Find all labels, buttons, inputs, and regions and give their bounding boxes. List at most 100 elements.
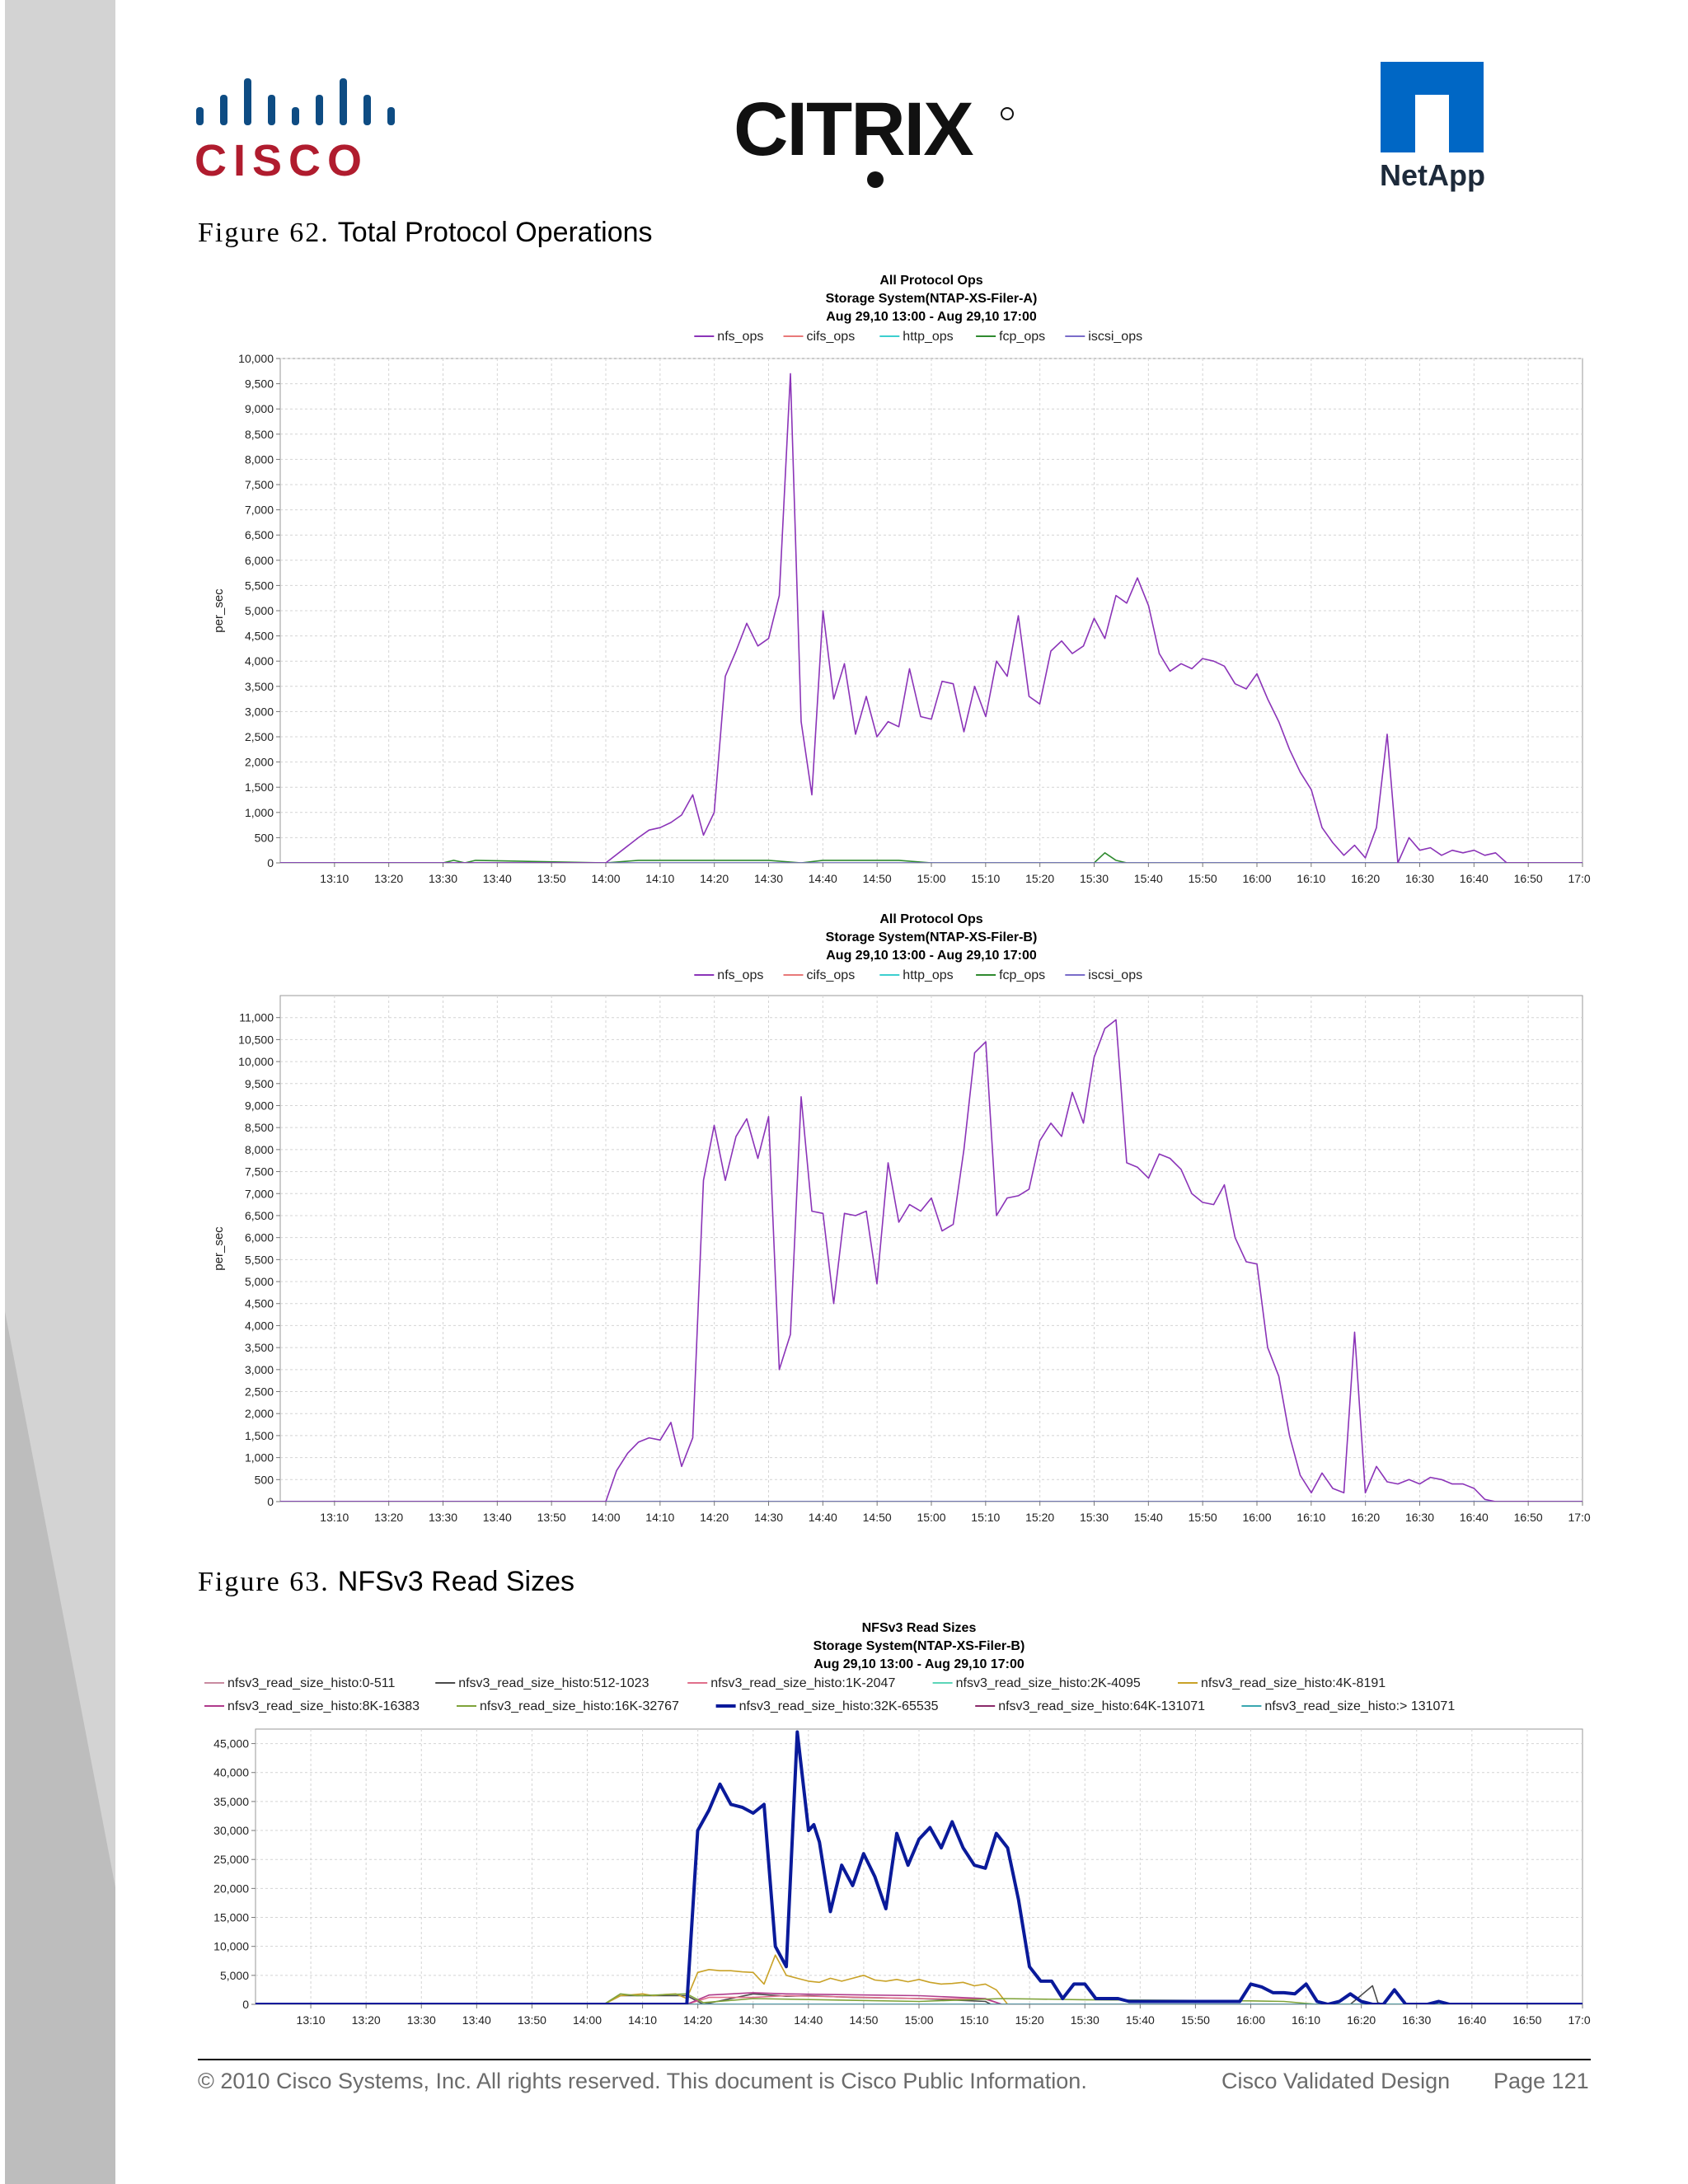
x-tick-label: 15:40 (1134, 1511, 1163, 1524)
x-tick-label: 16:10 (1292, 2013, 1320, 2027)
x-tick-label: 13:10 (297, 2013, 326, 2027)
y-tick-label: 20,000 (213, 1882, 249, 1895)
x-tick-label: 13:30 (407, 2013, 436, 2027)
legend-label-nfsv3-read-size-histo-0-511: nfsv3_read_size_histo:0-511 (227, 1676, 395, 1690)
y-tick-label: 1,000 (245, 1451, 274, 1465)
figure-63-caption: Figure 63. NFSv3 Read Sizes (198, 1566, 574, 1598)
chart-subtitle: Storage System(NTAP-XS-Filer-A) (826, 292, 1038, 306)
x-tick-label: 14:50 (863, 1511, 892, 1524)
x-tick-label: 14:30 (738, 2013, 767, 2027)
x-tick-label: 16:50 (1514, 872, 1543, 885)
y-tick-label: 5,000 (245, 604, 274, 617)
svg-text:CITRIX: CITRIX (734, 87, 973, 171)
x-tick-label: 14:10 (645, 872, 674, 885)
y-tick-label: 2,000 (245, 756, 274, 769)
x-tick-label: 16:00 (1236, 2013, 1265, 2027)
y-tick-label: 10,500 (238, 1033, 274, 1046)
x-tick-label: 14:10 (645, 1511, 674, 1524)
y-tick-label: 40,000 (213, 1766, 249, 1779)
x-tick-label: 16:40 (1460, 1511, 1489, 1524)
y-tick-label: 7,000 (245, 1187, 274, 1200)
legend-label-cifs-ops: cifs_ops (807, 330, 856, 344)
legend-label-nfsv3-read-size-histo-2k-4095: nfsv3_read_size_histo:2K-4095 (956, 1676, 1141, 1690)
x-tick-label: 14:00 (591, 1511, 620, 1524)
y-tick-label: 10,000 (238, 352, 274, 365)
legend-label-iscsi-ops: iscsi_ops (1088, 968, 1142, 982)
y-tick-label: 6,500 (245, 1209, 274, 1222)
y-tick-label: 8,000 (245, 452, 274, 466)
cisco-logo: CISCO (195, 78, 395, 185)
y-tick-label: 35,000 (213, 1795, 249, 1808)
y-tick-label: 7,000 (245, 504, 274, 517)
x-tick-label: 13:10 (320, 872, 349, 885)
svg-text:NetApp: NetApp (1380, 158, 1485, 192)
y-tick-label: 9,500 (245, 377, 274, 391)
citrix-logo: CITRIX (734, 87, 1014, 188)
x-tick-label: 13:50 (518, 2013, 546, 2027)
x-tick-label: 15:00 (917, 872, 945, 885)
x-tick-label: 14:40 (809, 872, 837, 885)
y-tick-label: 1,000 (245, 806, 274, 819)
series-line-nfsv3-read-size-histo-8k-16383 (256, 1992, 1582, 2004)
y-tick-label: 3,000 (245, 1363, 274, 1376)
x-tick-label: 16:20 (1351, 1511, 1380, 1524)
series-line-nfs-ops (280, 1019, 1582, 1502)
x-tick-label: 13:40 (483, 1511, 512, 1524)
y-axis-label: per_sec (212, 588, 226, 633)
x-tick-label: 15:20 (1025, 872, 1054, 885)
y-tick-label: 9,000 (245, 1099, 274, 1112)
x-tick-label: 13:10 (320, 1511, 349, 1524)
x-tick-label: 15:50 (1181, 2013, 1210, 2027)
series-line-nfsv3-read-size-histo-16k-32767 (256, 1993, 1582, 2004)
series-line-nfsv3-read-size-histo-32k-65535 (256, 1730, 1582, 2004)
x-tick-label: 16:20 (1347, 2013, 1376, 2027)
legend-label-http-ops: http_ops (903, 968, 953, 982)
x-tick-label: 16:00 (1242, 1511, 1271, 1524)
x-tick-label: 16:40 (1457, 2013, 1486, 2027)
x-tick-label: 15:20 (1015, 2013, 1044, 2027)
legend-label-nfsv3-read-size-histo-8k-16383: nfsv3_read_size_histo:8K-16383 (227, 1699, 420, 1713)
y-tick-label: 4,500 (245, 1297, 274, 1310)
chart-date-range: Aug 29,10 13:00 - Aug 29,10 17:00 (826, 949, 1037, 963)
x-tick-label: 14:30 (754, 872, 783, 885)
y-tick-label: 0 (267, 856, 274, 869)
x-tick-label: 14:50 (849, 2013, 878, 2027)
y-tick-label: 1,500 (245, 780, 274, 794)
legend-label-nfsv3-read-size-histo-131071: nfsv3_read_size_histo:> 131071 (1264, 1699, 1455, 1713)
chart-title: All Protocol Ops (879, 274, 982, 288)
y-tick-label: 5,000 (220, 1969, 249, 1982)
y-tick-label: 0 (267, 1495, 274, 1508)
footer-label: Cisco Validated Design (1221, 2069, 1451, 2093)
chart-nfsv3-read-sizes: NFSv3 Read Sizes Storage System(NTAP-XS-F… (204, 1621, 1591, 2027)
series-line-fcp-ops (280, 851, 1582, 863)
legend-label-nfs-ops: nfs_ops (717, 330, 763, 344)
x-tick-label: 13:20 (374, 1511, 403, 1524)
chart-filer-a-protocol-ops: All Protocol Ops Storage System(NTAP-XS-F… (212, 274, 1591, 885)
y-tick-label: 10,000 (238, 1055, 274, 1068)
x-tick-label: 16:00 (1242, 872, 1271, 885)
chart-title: All Protocol Ops (879, 912, 982, 926)
x-tick-label: 14:30 (754, 1511, 783, 1524)
legend-label-nfsv3-read-size-histo-512-1023: nfsv3_read_size_histo:512-1023 (458, 1676, 649, 1690)
y-tick-label: 8,500 (245, 1121, 274, 1134)
x-tick-label: 13:40 (462, 2013, 491, 2027)
x-tick-label: 13:50 (537, 1511, 566, 1524)
x-tick-label: 13:30 (429, 1511, 457, 1524)
legend-label-nfsv3-read-size-histo-4k-8191: nfsv3_read_size_histo:4K-8191 (1201, 1676, 1386, 1690)
x-tick-label: 16:40 (1460, 872, 1489, 885)
chart-date-range: Aug 29,10 13:00 - Aug 29,10 17:00 (826, 310, 1037, 324)
legend-label-nfsv3-read-size-histo-1k-2047: nfsv3_read_size_histo:1K-2047 (710, 1676, 895, 1690)
y-tick-label: 6,000 (245, 1231, 274, 1244)
y-tick-label: 45,000 (213, 1737, 249, 1750)
y-tick-label: 1,500 (245, 1429, 274, 1442)
svg-text:CISCO: CISCO (195, 136, 368, 185)
y-tick-label: 3,500 (245, 680, 274, 693)
x-tick-label: 15:30 (1080, 872, 1109, 885)
x-tick-label: 16:10 (1296, 872, 1325, 885)
y-tick-label: 11,000 (239, 1011, 274, 1024)
y-tick-label: 5,500 (245, 1253, 274, 1266)
footer-page-number: Page 121 (1493, 2069, 1589, 2093)
chart-date-range: Aug 29,10 13:00 - Aug 29,10 17:00 (814, 1657, 1025, 1671)
x-tick-label: 16:30 (1405, 1511, 1434, 1524)
y-tick-label: 2,500 (245, 1385, 274, 1399)
